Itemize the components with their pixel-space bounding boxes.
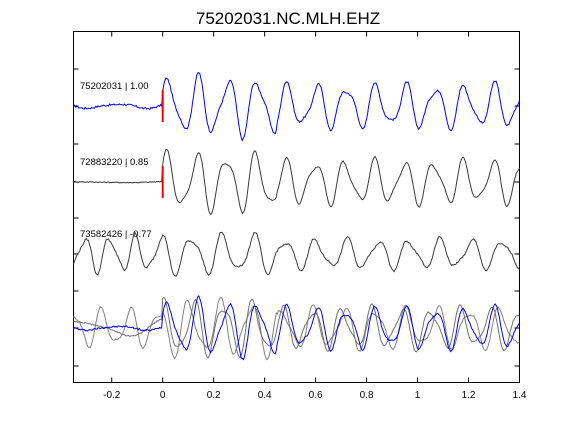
x-tick-label: 1.4: [513, 390, 527, 401]
x-tick-label: 0.6: [309, 390, 323, 401]
trace-label: 75202031 | 1.00: [80, 81, 149, 92]
x-tick-label: 1: [415, 390, 421, 401]
trace-labels: 75202031 | 1.00 72883220 | 0.85 73582426 |…: [80, 81, 152, 240]
axis-ticks: -0.2 0 0.2 0.4 0.6 0.8 1 1.2 1.4: [73, 31, 527, 401]
x-tick-label: 0.4: [258, 390, 272, 401]
trace-line: [73, 72, 520, 142]
trace-line: [73, 231, 520, 277]
trace-label: 73582426 | -0.77: [80, 229, 152, 240]
plot-frame: [73, 31, 520, 383]
trace-line: [73, 148, 520, 215]
x-tick-label: 0: [160, 390, 166, 401]
overlay-trace-line: [73, 296, 520, 361]
x-tick-label: 0.8: [360, 390, 374, 401]
chart-title: 75202031.NC.MLH.EHZ: [196, 9, 380, 28]
waveform-traces: [73, 72, 520, 361]
trace-label: 72883220 | 0.85: [80, 157, 149, 168]
x-tick-label: -0.2: [103, 390, 121, 401]
x-tick-label: 1.2: [462, 390, 476, 401]
overlay-trace-line: [73, 296, 520, 359]
x-tick-label: 0.2: [207, 390, 221, 401]
overlay-trace-line: [73, 295, 520, 361]
